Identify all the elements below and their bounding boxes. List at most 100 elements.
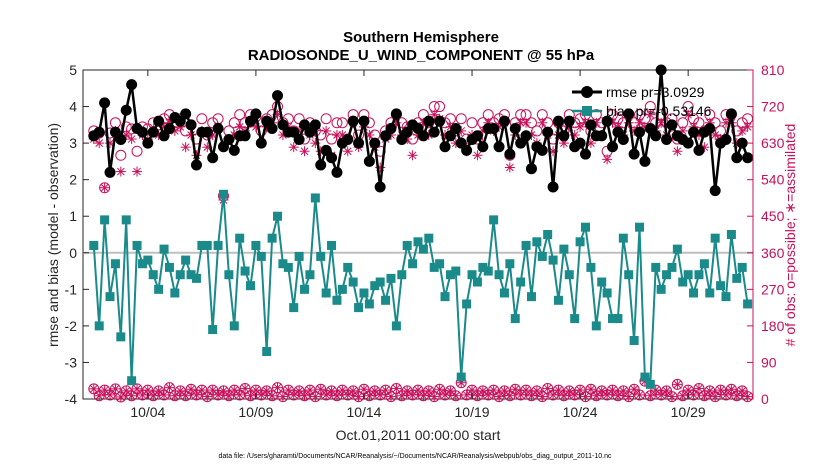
rmse-point (136, 126, 148, 138)
bias-point (154, 284, 164, 294)
bias-point (537, 251, 547, 261)
rmse-point (99, 97, 111, 109)
rmse-point (115, 133, 127, 145)
obs-assimilated-bottom-marker (623, 391, 634, 402)
bias-point (597, 277, 607, 287)
obs-assimilated-marker (321, 125, 332, 136)
obs-assimilated-bottom-marker (488, 385, 499, 396)
rmse-point (682, 137, 694, 149)
obs-assimilated-marker (683, 109, 694, 120)
rmse-point (342, 133, 354, 145)
obs-assimilated-marker (575, 121, 586, 132)
bias-layer (89, 189, 753, 389)
bias-point (191, 273, 201, 283)
rmse-point (353, 137, 365, 149)
y-axis-right-label: # of obs: o=possible; ∗=assimilated (782, 124, 798, 347)
obs-assimilated-bottom-marker (558, 390, 569, 401)
bias-point (478, 262, 488, 272)
bias-point (564, 270, 574, 280)
obs-assimilated-marker (331, 129, 342, 140)
bias-point (89, 240, 99, 250)
rmse-point (120, 104, 132, 116)
obs-assimilated-bottom-marker (331, 390, 342, 401)
rmse-point (493, 141, 505, 153)
obs-assimilated-marker (537, 117, 548, 128)
obs-assimilated-marker (645, 109, 656, 120)
rmse-point (477, 141, 489, 153)
bias-point (148, 270, 158, 280)
obs-assimilated-bottom-marker (321, 389, 332, 400)
obs-assimilated-bottom-marker (110, 383, 121, 394)
rmse-point (639, 155, 651, 167)
bias-point (526, 292, 536, 302)
obs-assimilated-bottom-marker (164, 382, 175, 393)
y-tick-label: 2 (69, 172, 77, 188)
obs-assimilated-bottom-marker (369, 385, 380, 396)
rmse-point (520, 130, 532, 142)
obs-assimilated-bottom-marker (688, 389, 699, 400)
obs-assimilated-bottom-marker (564, 385, 575, 396)
rmse-point (563, 115, 575, 127)
bias-point (359, 288, 369, 298)
bias-point (273, 211, 283, 221)
bias-point (586, 262, 596, 272)
obs-assimilated-bottom-marker (515, 389, 526, 400)
obs-assimilated-bottom-marker (726, 384, 737, 395)
obs-possible-marker (455, 113, 467, 125)
obs-assimilated-marker (115, 166, 126, 177)
obs-assimilated-bottom-marker (234, 389, 245, 400)
obs-assimilated-bottom-marker (153, 385, 164, 396)
obs-possible-marker (196, 113, 208, 125)
x-tick-label: 10/24 (563, 404, 598, 420)
obs-assimilated-bottom-marker (537, 391, 548, 402)
legend-bias-marker (582, 106, 592, 116)
bias-point (202, 240, 212, 250)
obs-assimilated-bottom-marker (272, 382, 283, 393)
bias-point (602, 288, 612, 298)
obs-assimilated-bottom-marker (126, 390, 137, 401)
bias-point (218, 189, 228, 199)
bias-point (397, 270, 407, 280)
bias-point (246, 281, 255, 291)
bias-point (159, 244, 169, 254)
obs-possible-marker (320, 113, 332, 125)
rmse-point (634, 126, 646, 138)
bias-point (737, 262, 747, 272)
rmse-point (731, 152, 743, 164)
left-axis-ticks: -4 -3 -2 -1 0 1 2 3 4 5 (65, 62, 89, 407)
bias-point (662, 270, 672, 280)
rmse-point (504, 148, 516, 160)
obs-assimilated-bottom-marker (310, 391, 321, 402)
obs-assimilated-marker (472, 150, 483, 161)
rmse-point (93, 126, 105, 138)
rmse-point (228, 144, 240, 156)
rmse-point (153, 115, 165, 127)
obs-possible-marker (115, 149, 127, 161)
x-tick-label: 10/04 (130, 404, 165, 420)
bias-point (629, 336, 639, 346)
bias-point (516, 277, 526, 287)
y-right-tick-label: 540 (761, 172, 785, 188)
obs-possible-marker (434, 101, 446, 113)
obs-assimilated-marker (602, 154, 613, 165)
bias-point (408, 259, 418, 269)
obs-assimilated-bottom-marker (364, 390, 375, 401)
y-right-tick-label: 630 (761, 135, 785, 151)
obs-assimilated-bottom-marker (277, 391, 288, 402)
obs-assimilated-marker (234, 121, 245, 132)
obs-assimilated-bottom-marker (531, 385, 542, 396)
legend: rmse pr=3.0929 bias pr=-0.53146 (572, 84, 712, 119)
bias-point (343, 262, 353, 272)
rmse-point (326, 152, 338, 164)
obs-assimilated-marker (634, 117, 645, 128)
obs-assimilated-bottom-marker (720, 389, 731, 400)
bias-point (240, 266, 250, 276)
bias-point (121, 215, 131, 225)
rmse-point (623, 108, 635, 120)
y-tick-label: 1 (69, 208, 77, 224)
rmse-point (212, 122, 224, 134)
obs-assimilated-bottom-marker (213, 389, 224, 400)
rmse-point (585, 119, 597, 131)
rmse-point (180, 108, 192, 120)
bias-point (462, 299, 472, 309)
